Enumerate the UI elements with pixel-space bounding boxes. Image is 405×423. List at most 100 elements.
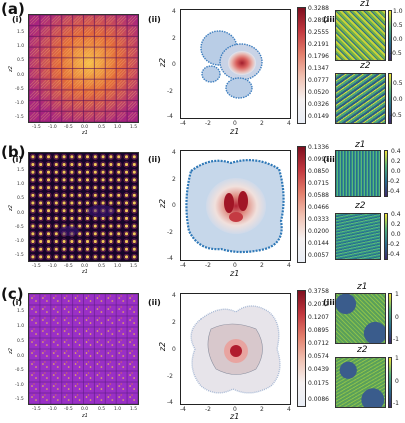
tick-label: 2 (172, 35, 176, 42)
tick-label: 1.5 (17, 309, 25, 314)
tick-label: -4 (167, 113, 173, 120)
tick-label: -0.5 (15, 225, 24, 230)
tick-label: 4 (287, 262, 291, 269)
density-svg (200, 30, 263, 99)
latent-grid-svg (29, 15, 138, 122)
latent-grid-image (28, 293, 139, 405)
tick-label: -0.5 (390, 50, 402, 57)
density-plot (180, 9, 291, 119)
density-x-axis-label: z1 (230, 412, 240, 421)
density-y-axis-label: z2 (158, 198, 168, 209)
tick-label: 4 (172, 292, 176, 299)
colorbar (297, 7, 306, 124)
colorbar-label: 0.0850 (308, 168, 329, 175)
tick-label: 0.5 (17, 58, 25, 63)
map-bottom-colorbar (388, 357, 392, 408)
tick-label: 0.0 (391, 168, 401, 175)
tick-label: -1.0 (15, 383, 24, 388)
tick-label: 2 (172, 319, 176, 326)
map-bottom-title: z2 (360, 61, 371, 71)
tick-label: -1.0 (48, 264, 57, 269)
grid-x-axis-label: z1 (82, 413, 88, 419)
tick-label: 1.0 (17, 182, 25, 187)
latent-grid-svg (29, 294, 138, 404)
density-plot (180, 150, 291, 261)
tick-label: 0 (172, 346, 176, 353)
tick-label: -4 (167, 399, 173, 406)
tick-label: 1.0 (114, 407, 122, 412)
subpanel-ii-label: (ii) (148, 298, 161, 307)
tick-label: -2 (205, 406, 211, 413)
tick-label: -1.5 (15, 115, 24, 120)
tick-label: -4 (180, 406, 186, 413)
density-y-axis-label: z2 (158, 57, 168, 68)
tick-label: -0.5 (15, 87, 24, 92)
colorbar-label: 0.2892 (308, 17, 329, 24)
tick-label: -1.5 (32, 264, 41, 269)
colorbar (297, 146, 306, 263)
map-top-colorbar (388, 10, 392, 61)
tick-label: 1.0 (114, 264, 122, 269)
tick-label: 2 (260, 262, 264, 269)
tick-label: 0.5 (98, 125, 106, 130)
tick-label: -0.4 (388, 188, 400, 195)
map-top-title: z1 (357, 282, 368, 292)
tick-label: 0.0 (17, 73, 25, 78)
subpanel-i-label: (i) (12, 298, 23, 307)
tick-label: -2 (205, 262, 211, 269)
tick-label: -1.5 (32, 407, 41, 412)
tick-label: 0.5 (98, 407, 106, 412)
tick-label: 0.0 (81, 264, 89, 269)
subpanel-iii-label: (iii) (323, 298, 339, 307)
subpanel-i-label: (i) (12, 155, 23, 164)
colorbar-label: 0.1207 (308, 314, 329, 321)
colorbar-label: 0.0715 (308, 180, 329, 187)
tick-label: -1.0 (48, 125, 57, 130)
tick-label: -1.0 (15, 101, 24, 106)
tick-label: 0.4 (391, 211, 401, 218)
tick-label: 1.0 (17, 324, 25, 329)
tick-label: -4 (167, 255, 173, 262)
tick-label: 1 (395, 291, 399, 298)
tick-label: -0.2 (388, 241, 400, 248)
tick-label: -0.5 (64, 264, 73, 269)
map-top-colorbar (388, 293, 392, 344)
tick-label: 0.5 (17, 339, 25, 344)
map-bottom-title: z2 (357, 345, 368, 355)
tick-label: 0.0 (393, 36, 403, 43)
map-top-colorbar (384, 150, 388, 197)
colorbar-label: 0.1796 (308, 53, 329, 60)
latent-z2-map (335, 357, 386, 408)
tick-label: -2 (167, 229, 173, 236)
density-plot (180, 293, 291, 405)
tick-label: -1.5 (15, 397, 24, 402)
tick-label: 2 (260, 406, 264, 413)
subpanel-ii-label: (ii) (148, 155, 161, 164)
colorbar-label: 0.2072 (308, 301, 329, 308)
tick-label: 0.0 (17, 211, 25, 216)
panel-label-c: (c) (1, 285, 24, 303)
latent-z2-map (335, 73, 386, 124)
tick-label: -4 (180, 120, 186, 127)
latent-z1-map (335, 150, 381, 197)
tick-label: 1.0 (114, 125, 122, 130)
latent-z1-map (335, 10, 386, 61)
tick-label: 2 (260, 120, 264, 127)
tick-label: 0.2 (391, 221, 401, 228)
panel-label-a: (a) (1, 0, 25, 18)
tick-label: 4 (172, 149, 176, 156)
tick-label: -2 (167, 373, 173, 380)
tick-label: 0.4 (391, 148, 401, 155)
tick-label: 1.5 (17, 30, 25, 35)
colorbar-label: 0.0439 (308, 366, 329, 373)
grid-y-axis-label: z2 (7, 348, 14, 354)
tick-label: 0.0 (393, 96, 403, 103)
latent-grid-image (28, 152, 139, 262)
tick-label: 0 (233, 262, 237, 269)
colorbar-label: 0.0991 (308, 156, 329, 163)
tick-label: 0.0 (81, 125, 89, 130)
tick-label: -0.5 (64, 407, 73, 412)
tick-label: 4 (172, 8, 176, 15)
subpanel-iii-label: (iii) (323, 155, 339, 164)
tick-label: 1 (395, 355, 399, 362)
